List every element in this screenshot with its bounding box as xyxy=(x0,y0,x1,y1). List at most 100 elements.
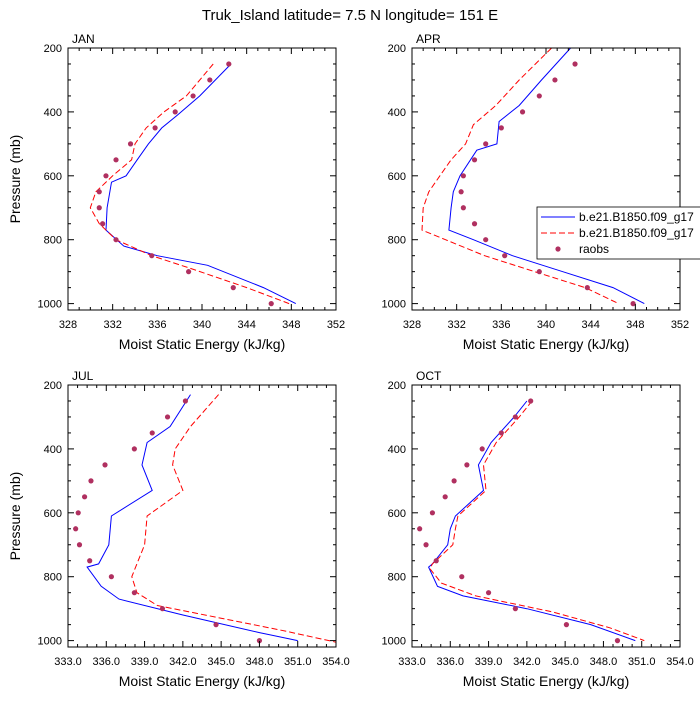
y-axis-label: Pressure (mb) xyxy=(7,472,23,561)
x-tick-label: 348.0 xyxy=(590,656,618,668)
data-point-raobs xyxy=(498,125,504,131)
x-tick-label: 344 xyxy=(581,319,599,331)
data-point-raobs xyxy=(614,638,621,644)
x-tick-label: 336.0 xyxy=(437,656,465,668)
series-line-dashed xyxy=(429,400,645,642)
data-point-raobs xyxy=(498,430,504,436)
data-point-raobs xyxy=(88,478,94,484)
data-point-raobs xyxy=(127,141,134,147)
data-point-raobs xyxy=(96,189,102,195)
y-tick-label: 800 xyxy=(44,235,62,247)
data-point-raobs xyxy=(87,558,93,564)
x-tick-label: 351.0 xyxy=(284,656,312,668)
x-tick-label: 352 xyxy=(671,319,689,331)
data-point-raobs xyxy=(451,478,457,484)
y-tick-label: 200 xyxy=(388,43,406,55)
data-point-raobs xyxy=(113,157,119,163)
data-point-raobs xyxy=(149,253,155,259)
data-point-raobs xyxy=(512,606,518,612)
x-tick-label: 339.0 xyxy=(131,656,159,668)
data-point-raobs xyxy=(442,494,448,500)
y-tick-label: 600 xyxy=(388,508,406,520)
x-tick-label: 344 xyxy=(237,319,255,331)
x-tick-label: 342.0 xyxy=(513,656,541,668)
data-point-raobs xyxy=(512,414,518,420)
legend-marker-raobs xyxy=(555,246,561,252)
data-point-raobs xyxy=(417,526,423,532)
y-tick-label: 600 xyxy=(388,171,406,183)
plot-frame xyxy=(411,384,681,648)
y-tick-label: 400 xyxy=(44,444,62,456)
x-axis-label: Moist Static Energy (kJ/kg) xyxy=(463,673,630,689)
series-raobs xyxy=(417,398,621,644)
data-point-raobs xyxy=(572,61,578,67)
x-axis-label: Moist Static Energy (kJ/kg) xyxy=(119,673,286,689)
data-point-raobs xyxy=(584,285,590,291)
data-point-raobs xyxy=(460,173,466,179)
x-tick-label: 340 xyxy=(193,319,211,331)
data-point-raobs xyxy=(458,189,464,195)
data-point-raobs xyxy=(159,606,166,612)
data-point-raobs xyxy=(230,285,236,291)
data-point-raobs xyxy=(73,526,79,532)
x-tick-label: 348 xyxy=(282,319,300,331)
x-tick-label: 333.0 xyxy=(54,656,82,668)
series-line-solid xyxy=(448,47,645,305)
y-tick-label: 200 xyxy=(44,43,62,55)
x-axis-label: Moist Static Energy (kJ/kg) xyxy=(463,336,630,352)
data-point-raobs xyxy=(131,590,137,596)
plot-frame xyxy=(411,47,681,311)
x-tick-label: 336 xyxy=(148,319,166,331)
data-point-raobs xyxy=(164,414,171,420)
panel-label: JAN xyxy=(72,32,95,46)
data-point-raobs xyxy=(186,269,192,275)
data-point-raobs xyxy=(464,462,470,468)
panel-oct: OCT 333.0 336.0 339.0 342.0 345.0 348.0 351.0 35… xyxy=(382,369,694,689)
y-tick-label: 800 xyxy=(388,572,406,584)
x-tick-label: 339.0 xyxy=(475,656,503,668)
data-point-raobs xyxy=(226,61,232,67)
data-point-raobs xyxy=(563,622,570,628)
y-axis-label: Pressure (mb) xyxy=(7,135,23,224)
series-raobs xyxy=(73,398,263,644)
legend-label: raobs xyxy=(579,242,609,256)
y-tick-label: 800 xyxy=(388,235,406,247)
data-point-raobs xyxy=(483,141,489,147)
x-tick-label: 328 xyxy=(403,319,421,331)
x-tick-label: 348 xyxy=(626,319,644,331)
series-raobs xyxy=(96,61,274,307)
x-tick-label: 336 xyxy=(492,319,510,331)
data-point-raobs xyxy=(433,558,439,564)
legend: b.e21.B1850.f09_g17 b.e21.B1850.f09_g17ra… xyxy=(536,206,700,260)
plot-frame xyxy=(67,384,337,648)
panel-jul: JUL 333.0 336.0 339.0 342.0 345.0 348.0 351.0 35… xyxy=(7,369,350,689)
data-point-raobs xyxy=(429,510,436,516)
x-tick-label: 336.0 xyxy=(93,656,121,668)
figure-title: Truk_Island latitude= 7.5 N longitude= 1… xyxy=(202,7,498,24)
data-point-raobs xyxy=(182,398,189,404)
data-point-raobs xyxy=(423,542,429,548)
series-line-solid xyxy=(105,63,297,305)
series-line-solid xyxy=(86,394,298,642)
data-point-raobs xyxy=(552,77,558,83)
x-tick-label: 351.0 xyxy=(628,656,656,668)
data-point-raobs xyxy=(190,93,196,99)
panel-jan: JAN 328 332 336 340 344 348 352 200 400 600 800 1000… xyxy=(7,32,345,352)
y-tick-label: 400 xyxy=(44,107,62,119)
y-tick-label: 200 xyxy=(388,380,406,392)
data-point-raobs xyxy=(460,205,466,211)
data-point-raobs xyxy=(502,253,508,259)
data-point-raobs xyxy=(479,446,485,452)
data-point-raobs xyxy=(536,93,542,99)
x-tick-label: 332 xyxy=(447,319,465,331)
plot-frame xyxy=(67,47,337,311)
y-tick-label: 400 xyxy=(388,107,406,119)
y-tick-label: 1000 xyxy=(382,299,406,311)
x-tick-label: 340 xyxy=(537,319,555,331)
y-tick-label: 1000 xyxy=(38,299,62,311)
data-point-raobs xyxy=(100,221,106,227)
data-point-raobs xyxy=(485,590,492,596)
data-point-raobs xyxy=(113,237,119,243)
